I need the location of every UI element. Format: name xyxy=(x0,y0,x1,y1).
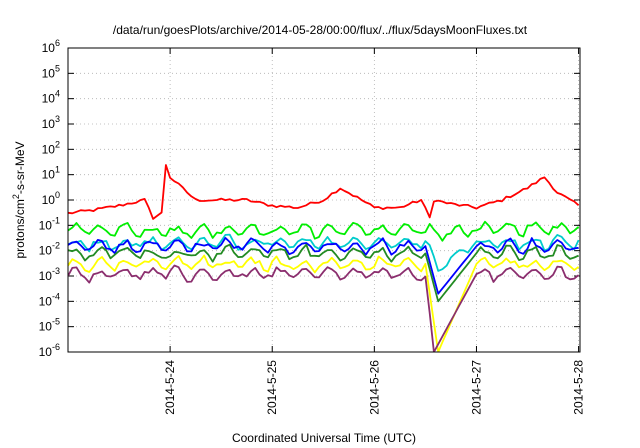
y-tick-label: 103 xyxy=(42,114,60,131)
y-tick-base: 10 xyxy=(42,142,56,156)
y-tick-base: 10 xyxy=(42,92,56,106)
y-tick-base: 10 xyxy=(39,244,53,258)
y-tick-base: 10 xyxy=(39,320,53,334)
y-tick-exponent: 1 xyxy=(55,165,60,175)
y-tick-label: 100 xyxy=(42,190,60,207)
x-tick-label: 2014-5-26 xyxy=(367,360,381,415)
y-tick-label: 105 xyxy=(42,63,60,80)
y-tick-base: 10 xyxy=(39,294,53,308)
y-tick-exponent: -3 xyxy=(52,266,60,276)
y-tick-exponent: -5 xyxy=(52,317,60,327)
y-tick-label: 10-3 xyxy=(39,266,60,283)
y-tick-label: 10-5 xyxy=(39,317,60,334)
x-tick-label: 2014-5-27 xyxy=(469,360,483,415)
y-tick-label: 104 xyxy=(42,89,60,106)
series-line xyxy=(68,233,580,272)
y-tick-label: 10-2 xyxy=(39,241,60,258)
y-tick-label: 101 xyxy=(42,165,60,182)
y-tick-exponent: -6 xyxy=(52,342,60,352)
chart-title: /data/run/goesPlots/archive/2014-05-28/0… xyxy=(113,23,528,37)
y-tick-base: 10 xyxy=(42,66,56,80)
y-tick-exponent: 6 xyxy=(55,38,60,48)
series-line xyxy=(68,237,579,295)
x-tick-label: 2014-5-24 xyxy=(163,360,177,415)
series-line xyxy=(68,243,579,303)
series-line xyxy=(68,264,580,352)
y-tick-base: 10 xyxy=(42,193,56,207)
y-tick-base: 10 xyxy=(39,345,53,359)
y-tick-base: 10 xyxy=(42,168,56,182)
y-tick-exponent: -1 xyxy=(52,215,60,225)
y-tick-exponent: 4 xyxy=(55,89,60,99)
y-tick-label: 102 xyxy=(42,139,60,156)
y-axis-label-part: -s-sr-MeV xyxy=(13,141,27,194)
y-tick-exponent: 3 xyxy=(55,114,60,124)
series-line xyxy=(68,220,580,242)
y-tick-exponent: 5 xyxy=(55,63,60,73)
y-tick-base: 10 xyxy=(39,218,53,232)
y-axis-label: protons/cm2-s-sr-MeV xyxy=(11,141,27,258)
y-axis-label-part: protons/cm xyxy=(13,199,27,258)
x-tick-label: 2014-5-25 xyxy=(265,360,279,415)
y-tick-label: 10-1 xyxy=(39,215,60,232)
y-tick-base: 10 xyxy=(42,41,56,55)
series-line xyxy=(68,164,580,220)
y-tick-exponent: 0 xyxy=(55,190,60,200)
plot-frame xyxy=(67,47,581,353)
y-tick-base: 10 xyxy=(39,269,53,283)
series-line xyxy=(68,254,580,352)
y-tick-label: 10-4 xyxy=(39,291,60,308)
x-axis-label: Coordinated Universal Time (UTC) xyxy=(232,431,416,445)
y-tick-exponent: -2 xyxy=(52,241,60,251)
y-tick-exponent: 2 xyxy=(55,139,60,149)
y-tick-label: 10-6 xyxy=(39,342,60,359)
y-tick-label: 106 xyxy=(42,38,60,55)
y-tick-base: 10 xyxy=(42,117,56,131)
y-axis-label-superscript: 2 xyxy=(11,194,21,199)
y-tick-exponent: -4 xyxy=(52,291,60,301)
x-tick-label: 2014-5-28 xyxy=(572,360,586,415)
